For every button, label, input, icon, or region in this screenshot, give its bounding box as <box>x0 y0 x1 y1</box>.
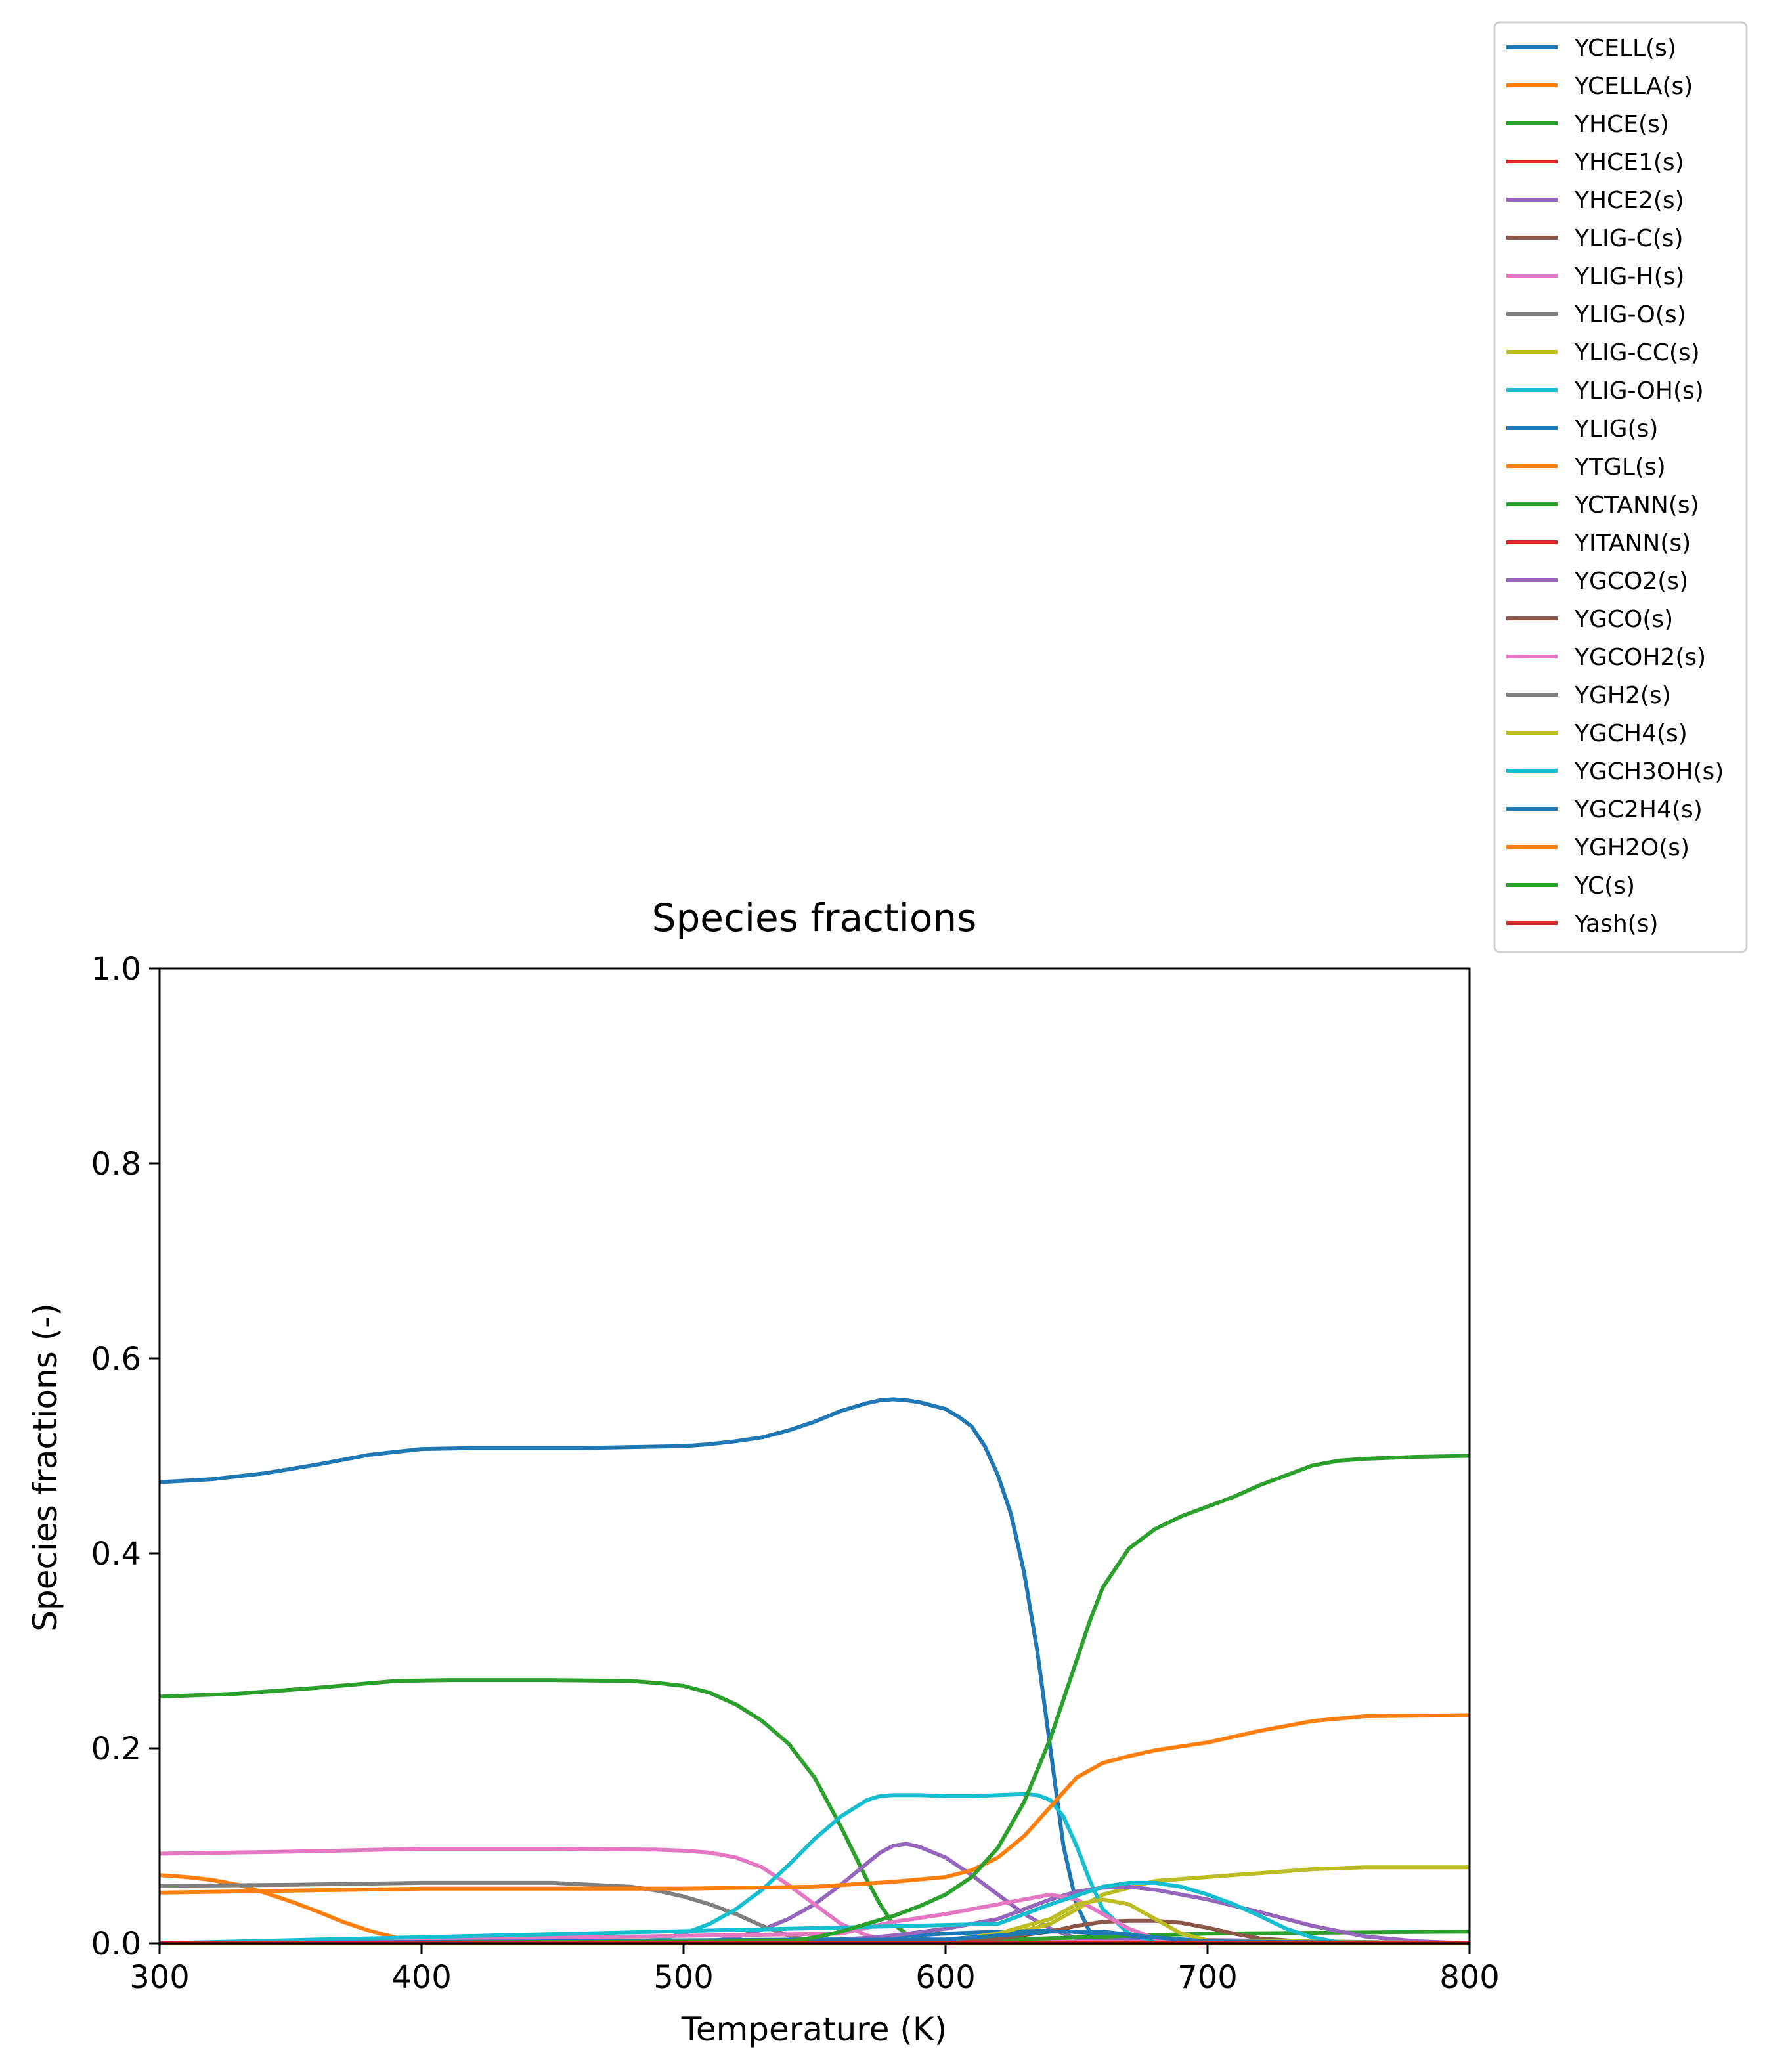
legend: YCELL(s) YCELLA(s) YHCE(s) YHCE1(s) YHCE2(s)… <box>1493 21 1748 953</box>
legend-entry-label: YLIG-C(s) <box>1574 225 1684 252</box>
legend-entry-label: YLIG-OH(s) <box>1574 378 1704 404</box>
legend-entry-label: YITANN(s) <box>1574 530 1691 557</box>
legend-entry-label: YGH2O(s) <box>1574 834 1690 861</box>
legend-entry-label: YLIG-O(s) <box>1574 301 1686 328</box>
x-tick-label: 700 <box>1177 1959 1238 1996</box>
x-tick-label: 800 <box>1439 1959 1500 1996</box>
series-line-14 <box>159 1884 1470 1945</box>
legend-entry-label: YHCE2(s) <box>1574 187 1684 214</box>
y-tick-label: 0.6 <box>91 1341 141 1377</box>
legend-entry-label: YCTANN(s) <box>1574 492 1699 519</box>
series-line-11 <box>159 1713 1470 1895</box>
x-tick-label: 500 <box>653 1959 714 1996</box>
legend-entry-label: YHCE(s) <box>1574 111 1669 138</box>
legend-box <box>1493 21 1748 953</box>
series-line-19 <box>159 1880 1470 1945</box>
series-line-0 <box>159 1397 1470 1945</box>
y-tick-label: 0.0 <box>91 1926 141 1962</box>
y-axis-ticks: 0.0 0.2 0.4 0.6 0.8 1.0 <box>91 951 160 1962</box>
legend-entry-label: YGCH4(s) <box>1574 720 1688 747</box>
x-axis-label: Temperature (K) <box>681 2010 947 2048</box>
legend-entry-label: YCELLA(s) <box>1574 73 1693 100</box>
series-line-2 <box>159 1678 1470 1945</box>
legend-entry-label: YGCOH2(s) <box>1574 644 1706 671</box>
x-tick-label: 600 <box>915 1959 976 1996</box>
y-tick-label: 0.2 <box>91 1731 141 1767</box>
x-axis-ticks: 300 400 500 600 700 800 <box>129 1943 1500 1996</box>
y-tick-label: 0.4 <box>91 1536 141 1572</box>
legend-entry-label: YGC2H4(s) <box>1574 796 1703 823</box>
series-line-22 <box>159 1454 1470 1945</box>
legend-entry-label: YHCE1(s) <box>1574 149 1684 176</box>
y-tick-label: 0.8 <box>91 1146 141 1182</box>
axes-frame <box>158 967 1471 1945</box>
legend-entry-label: YGH2(s) <box>1574 682 1671 709</box>
legend-entry-label: YLIG-CC(s) <box>1574 339 1700 366</box>
chart-title: Species fractions <box>652 896 977 940</box>
y-axis-label: Species fractions (-) <box>26 1303 64 1631</box>
legend-entry-label: YLIG(s) <box>1574 416 1658 442</box>
series-line-15 <box>159 1918 1470 1945</box>
legend-entry-label: YCELL(s) <box>1574 35 1676 62</box>
x-tick-label: 300 <box>129 1959 190 1996</box>
legend-entry-label: YC(s) <box>1574 873 1635 899</box>
legend-entry-label: YGCO2(s) <box>1574 568 1688 595</box>
series-line-20 <box>159 1930 1470 1945</box>
y-tick-label: 1.0 <box>91 951 141 987</box>
plot-area <box>158 967 1471 1945</box>
legend-entry-label: YLIG-H(s) <box>1574 263 1684 290</box>
legend-entry-label: Yash(s) <box>1574 911 1659 938</box>
legend-entry-label: YTGL(s) <box>1574 454 1666 481</box>
legend-entry-label: YGCO(s) <box>1574 606 1673 633</box>
legend-entry-label: YGCH3OH(s) <box>1574 758 1724 785</box>
x-tick-label: 400 <box>391 1959 452 1996</box>
series-line-9 <box>160 1792 1470 1945</box>
